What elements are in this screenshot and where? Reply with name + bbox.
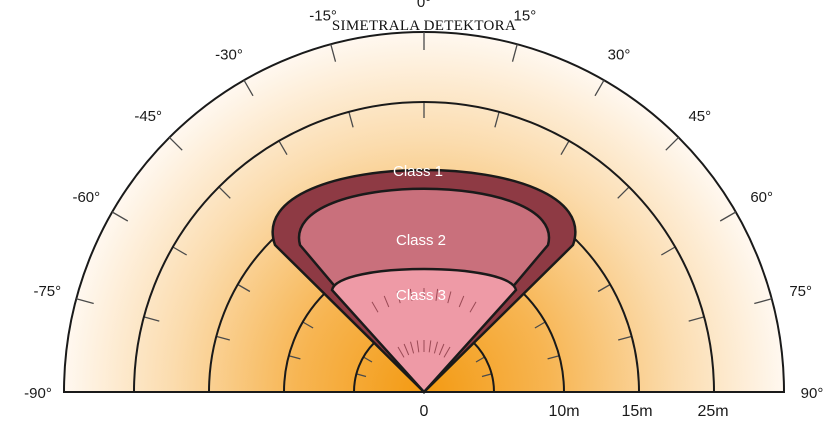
tick-mark	[302, 321, 314, 329]
distance-label-25m: 25m	[697, 403, 728, 420]
zone-tick-mark	[410, 341, 415, 354]
class-2-label: Class 2	[396, 232, 446, 249]
zone-tick-mark	[447, 291, 452, 304]
tick-mark	[665, 136, 680, 151]
distance-label-10m: 10m	[548, 403, 579, 420]
zone-tick-mark	[416, 340, 420, 353]
zone-tick-mark	[396, 291, 401, 304]
inner-zone-ticks	[371, 288, 477, 358]
tick-mark	[481, 373, 492, 378]
angle-label: -30°	[215, 46, 243, 63]
tick-mark	[237, 283, 251, 293]
tick-mark	[111, 211, 129, 222]
tick-mark	[143, 316, 160, 322]
angle-label: 45°	[688, 108, 711, 125]
class-1-label: Class 1	[393, 163, 443, 180]
tick-mark	[618, 335, 632, 341]
angle-label: -90°	[24, 385, 52, 402]
angle-label: 60°	[750, 189, 773, 206]
tick-mark	[534, 321, 546, 329]
angle-label: 30°	[608, 46, 631, 63]
zone-tick-mark	[409, 288, 413, 301]
zone-tick-mark	[469, 301, 477, 313]
class-3-zone	[330, 267, 518, 394]
angle-label: -45°	[134, 108, 162, 125]
tick-mark	[363, 356, 373, 363]
angle-label: -75°	[33, 283, 61, 300]
angle-label: -60°	[72, 189, 100, 206]
zone-tick-mark	[428, 340, 432, 353]
tick-mark	[216, 335, 230, 341]
tick-mark	[660, 246, 676, 256]
zone-tick-mark	[458, 295, 465, 308]
zone-tick-mark	[383, 295, 390, 308]
tick-mark	[348, 111, 354, 128]
tick-mark	[494, 111, 500, 128]
tick-mark	[288, 355, 301, 360]
tick-mark	[278, 140, 288, 156]
zone-tick-mark	[443, 346, 451, 358]
angle-label: 0°	[417, 0, 431, 11]
tick-mark	[172, 246, 188, 256]
tick-mark	[688, 316, 705, 322]
zone-tick-mark	[438, 343, 445, 356]
tick-mark	[617, 186, 630, 199]
tick-mark	[594, 79, 605, 97]
tick-mark	[754, 298, 772, 305]
tick-mark	[719, 211, 737, 222]
class-3-label: Class 3	[396, 287, 446, 304]
distance-label-origin: 0	[420, 403, 429, 420]
angle-label: 75°	[789, 283, 812, 300]
angle-label: 90°	[801, 385, 824, 402]
tick-mark	[330, 44, 337, 62]
zone-tick-mark	[435, 288, 439, 301]
tick-mark	[511, 44, 518, 62]
angle-labels: -90° -75° -60° -45° -30° -15° 0° 15° 30° 45° 60° 75…	[24, 0, 823, 402]
tick-mark	[547, 355, 560, 360]
tick-mark	[243, 79, 254, 97]
zone-tick-mark	[403, 343, 410, 356]
tick-mark	[560, 140, 570, 156]
distance-label-15m: 15m	[621, 403, 652, 420]
zone-tick-mark	[371, 301, 379, 313]
tick-mark	[76, 298, 94, 305]
tick-mark	[356, 373, 367, 378]
zone-tick-mark	[433, 341, 438, 354]
tick-mark	[475, 356, 485, 363]
zone-tick-mark	[397, 346, 405, 358]
range-ring-25m	[133, 101, 715, 393]
angle-label: -15°	[309, 7, 337, 24]
angle-label: 15°	[514, 7, 537, 24]
tick-mark	[218, 186, 231, 199]
diagram-title: SIMETRALA DETEKTORA	[332, 18, 516, 34]
tick-mark	[168, 136, 183, 151]
tick-mark	[597, 283, 611, 293]
